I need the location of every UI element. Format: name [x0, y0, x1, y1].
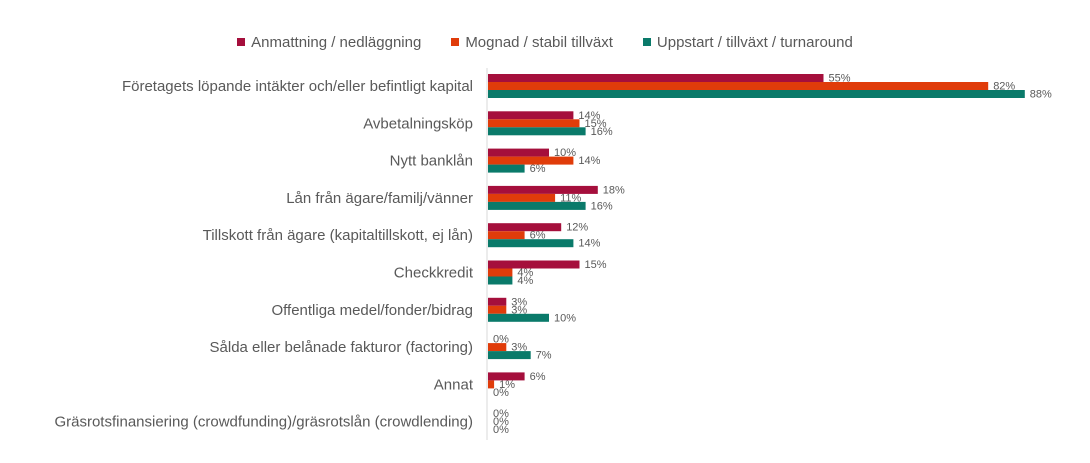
data-label: 10% — [554, 312, 576, 324]
bar — [488, 297, 507, 306]
data-label: 6% — [530, 163, 546, 175]
data-label: 55% — [829, 73, 851, 85]
category-label: Företagets löpande intäkter och/eller be… — [122, 78, 473, 95]
data-label: 15% — [585, 118, 607, 130]
category-label: Tillskott från ägare (kapitaltillskott, … — [203, 227, 473, 244]
bar — [488, 164, 525, 173]
bar — [488, 90, 1025, 98]
data-label: 18% — [603, 184, 625, 196]
data-label: 4% — [517, 267, 533, 279]
chart-legend: Anmattning / nedläggning Mognad / stabil… — [0, 32, 1090, 52]
bar — [488, 380, 495, 389]
bar — [488, 82, 989, 90]
data-label: 4% — [517, 275, 533, 287]
category-label: Nytt banklån — [390, 153, 473, 170]
data-label: 10% — [554, 147, 576, 159]
data-label: 82% — [993, 81, 1015, 93]
data-label: 16% — [591, 126, 613, 138]
data-label: 0% — [493, 424, 509, 436]
data-label: 3% — [511, 304, 527, 316]
data-label: 15% — [585, 259, 607, 271]
legend-item: Anmattning / nedläggning — [237, 32, 421, 52]
bar — [488, 351, 531, 360]
data-label: 14% — [578, 238, 600, 250]
bar — [488, 276, 513, 285]
bar — [488, 305, 507, 314]
bar — [488, 223, 562, 232]
legend-swatch — [237, 38, 246, 46]
data-label: 0% — [493, 408, 509, 420]
data-label: 0% — [493, 387, 509, 399]
legend-swatch — [642, 38, 651, 46]
bar — [488, 111, 574, 120]
legend-label: Uppstart / tillväxt / turnaround — [656, 33, 853, 51]
bar — [488, 74, 824, 82]
bar — [488, 127, 586, 136]
bar — [488, 231, 525, 240]
legend-item: Mognad / stabil tillväxt — [451, 32, 613, 52]
category-label: Avbetalningsköp — [363, 115, 473, 132]
category-label: Offentliga medel/fonder/bidrag — [271, 302, 473, 319]
bar — [488, 193, 556, 202]
data-label: 3% — [511, 296, 527, 308]
data-label: 14% — [578, 155, 600, 167]
bar — [488, 156, 574, 165]
legend-label: Mognad / stabil tillväxt — [465, 33, 613, 51]
legend-item: Uppstart / tillväxt / turnaround — [642, 32, 853, 52]
bar — [488, 260, 580, 269]
data-label: 7% — [536, 350, 552, 362]
bar — [488, 201, 586, 210]
category-label: Annat — [434, 376, 474, 393]
bar — [488, 239, 574, 248]
bar — [488, 372, 525, 381]
data-label: 0% — [493, 416, 509, 428]
data-label: 88% — [1030, 89, 1052, 101]
data-label: 0% — [493, 334, 509, 346]
bar — [488, 119, 580, 128]
legend-label: Anmattning / nedläggning — [251, 33, 422, 51]
data-label: 3% — [511, 342, 527, 354]
category-label: Checkkredit — [394, 265, 474, 282]
bar — [488, 148, 549, 157]
legend-swatch — [451, 38, 460, 46]
category-label: Gräsrotsfinansiering (crowdfunding)/gräs… — [54, 414, 473, 431]
category-label: Sålda eller belånade fakturor (factoring… — [210, 339, 473, 356]
category-label: Lån från ägare/familj/vänner — [286, 190, 473, 207]
data-label: 11% — [560, 192, 581, 204]
bar — [488, 185, 598, 194]
data-label: 12% — [566, 222, 588, 234]
bar — [488, 313, 549, 322]
data-label: 14% — [578, 110, 600, 122]
data-label: 6% — [530, 371, 546, 383]
data-label: 6% — [530, 230, 546, 242]
bar — [488, 268, 513, 277]
data-label: 1% — [499, 379, 515, 391]
bar — [488, 343, 507, 352]
data-label: 16% — [591, 200, 613, 212]
